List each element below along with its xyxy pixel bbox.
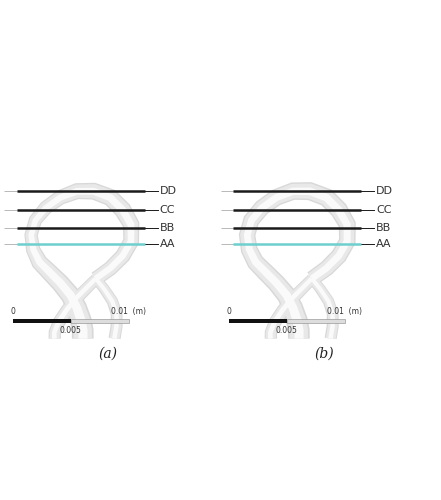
Text: CC: CC <box>376 205 392 215</box>
Text: AA: AA <box>376 240 392 250</box>
Text: 0: 0 <box>10 307 15 316</box>
Polygon shape <box>26 184 138 338</box>
Text: 0.005: 0.005 <box>276 326 298 334</box>
Text: 0.005: 0.005 <box>60 326 82 334</box>
Polygon shape <box>52 277 97 338</box>
Polygon shape <box>49 276 99 338</box>
Text: DD: DD <box>376 186 393 196</box>
Bar <box>229 318 287 323</box>
Text: AA: AA <box>160 240 176 250</box>
Bar <box>13 318 71 323</box>
Polygon shape <box>93 276 122 340</box>
Text: (a): (a) <box>98 347 118 361</box>
Polygon shape <box>265 276 315 338</box>
Text: CC: CC <box>160 205 176 215</box>
Polygon shape <box>24 183 139 338</box>
Text: BB: BB <box>160 222 175 232</box>
Polygon shape <box>28 188 135 338</box>
Polygon shape <box>94 277 119 339</box>
Polygon shape <box>268 277 313 338</box>
Text: 0: 0 <box>226 307 231 316</box>
Polygon shape <box>308 275 339 340</box>
Polygon shape <box>240 184 355 338</box>
Text: (b): (b) <box>314 347 334 361</box>
Polygon shape <box>239 182 356 338</box>
Bar <box>287 318 345 323</box>
Bar <box>71 318 129 323</box>
Text: 0.01  (m): 0.01 (m) <box>327 307 363 316</box>
Text: 0.01  (m): 0.01 (m) <box>111 307 146 316</box>
Polygon shape <box>92 275 123 340</box>
Polygon shape <box>309 276 338 340</box>
Text: BB: BB <box>376 222 391 232</box>
Polygon shape <box>244 188 351 338</box>
Text: DD: DD <box>160 186 177 196</box>
Polygon shape <box>265 275 316 338</box>
Polygon shape <box>310 277 335 339</box>
Polygon shape <box>49 275 100 338</box>
